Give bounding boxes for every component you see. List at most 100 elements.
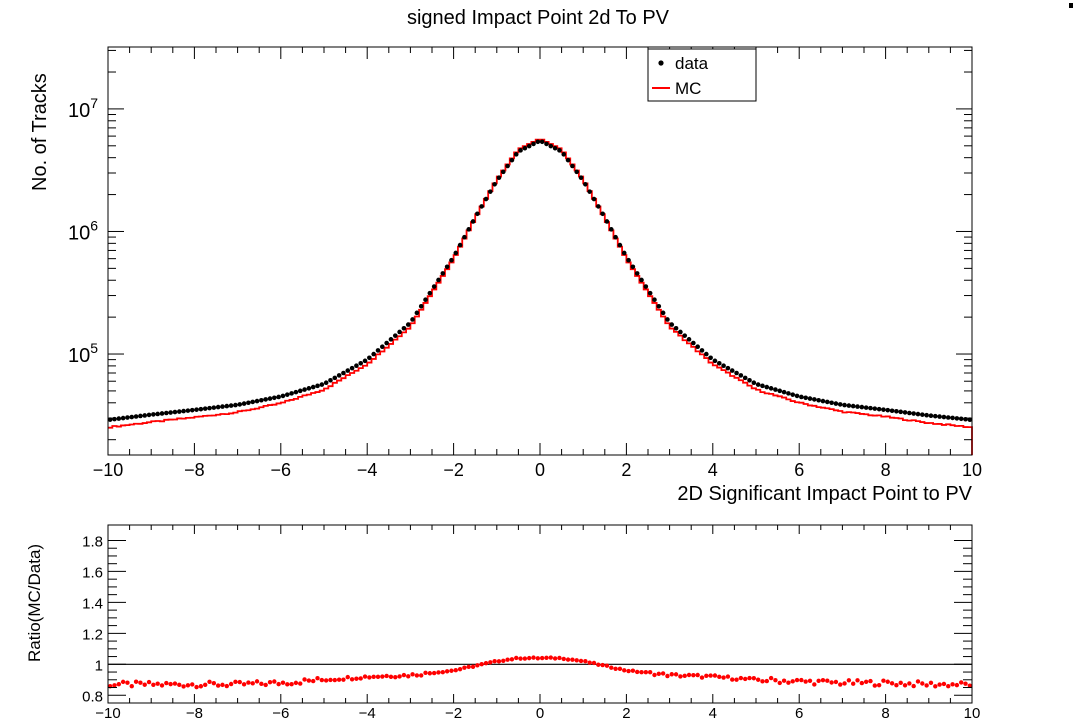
data-point: [755, 382, 761, 387]
ratio-point: [924, 683, 929, 688]
main-frame: [107, 46, 973, 456]
ratio-plot-marks: [107, 655, 973, 690]
ratio-point: [133, 679, 139, 684]
ratio-point: [298, 681, 303, 686]
ratio-x-tick-labels: −10 −8 −6 −4 −2 0 2 4 6 8 10: [95, 705, 980, 720]
ratio-point: [233, 679, 238, 685]
data-point: [768, 386, 774, 391]
data-point: [881, 407, 886, 412]
data-point: [345, 368, 351, 373]
ratio-point: [851, 681, 856, 686]
data-point: [392, 333, 398, 338]
ratio-point: [440, 669, 445, 675]
ratio-point: [820, 678, 826, 683]
ratio-point: [691, 672, 696, 678]
ratio-point: [561, 656, 566, 662]
ratio-point: [155, 681, 160, 686]
ratio-point: [527, 655, 532, 661]
ratio-point: [250, 681, 255, 686]
data-point: [643, 284, 649, 289]
ratio-point: [777, 680, 782, 686]
ratio-point: [354, 676, 359, 681]
data-point: [466, 227, 472, 232]
x-tick-label: −2: [443, 460, 464, 480]
data-point: [276, 394, 281, 400]
ratio-point: [894, 683, 899, 688]
x-tick-label: −8: [184, 460, 205, 480]
data-point: [120, 415, 126, 421]
data-point: [945, 415, 951, 420]
data-point: [816, 397, 821, 403]
data-point: [250, 399, 256, 405]
ratio-point: [587, 660, 592, 665]
ratio-point: [570, 657, 575, 662]
data-point: [453, 250, 459, 256]
ratio-point: [172, 681, 178, 686]
ratio-point: [842, 681, 847, 686]
ratio-point: [444, 669, 450, 674]
data-point: [682, 333, 688, 338]
ratio-y-tick-label: 1.8: [82, 533, 103, 550]
data-point: [172, 409, 178, 415]
ratio-point: [198, 684, 204, 689]
ratio-point: [708, 673, 713, 678]
ratio-point: [466, 664, 471, 670]
data-point: [125, 415, 130, 420]
ratio-point: [431, 670, 437, 676]
ratio-point: [743, 676, 748, 682]
data-point: [738, 373, 744, 378]
ratio-point: [531, 655, 536, 660]
ratio-point: [475, 663, 480, 668]
ratio-point: [423, 670, 428, 675]
data-point: [889, 408, 895, 414]
ratio-point: [876, 682, 882, 688]
ratio-point: [946, 683, 951, 689]
x-tick-label: −6: [271, 460, 292, 480]
data-point: [488, 189, 493, 194]
data-point: [907, 410, 912, 416]
data-point: [168, 410, 173, 415]
ratio-y-tick-label: 1: [95, 657, 103, 674]
data-point: [669, 322, 675, 327]
main-axis-ticks: [107, 47, 973, 455]
data-point: [894, 409, 899, 414]
ratio-point: [846, 678, 852, 683]
ratio-point: [604, 663, 610, 668]
ratio-point: [358, 676, 363, 681]
ratio-x-tick-label: −10: [95, 705, 120, 720]
data-point: [548, 143, 554, 149]
data-point: [837, 402, 843, 407]
ratio-point: [401, 672, 407, 678]
data-point: [699, 348, 705, 353]
ratio-point: [311, 678, 316, 684]
ratio-point: [129, 683, 134, 689]
ratio-y-axis-label: Ratio(MC/Data): [25, 544, 44, 662]
data-point: [872, 406, 878, 411]
data-point: [773, 387, 778, 392]
ratio-point: [146, 679, 152, 685]
x-tick-label: −4: [357, 460, 378, 480]
data-point: [444, 264, 450, 270]
ratio-point: [349, 677, 355, 682]
data-point: [842, 402, 847, 408]
ratio-point: [328, 677, 333, 683]
ratio-x-tick-label: −4: [359, 705, 376, 720]
data-point: [436, 277, 441, 283]
ratio-point: [211, 681, 217, 686]
ratio-point: [747, 675, 752, 681]
data-point: [440, 271, 446, 276]
ratio-point: [833, 679, 839, 685]
data-point: [224, 403, 230, 409]
ratio-point: [889, 681, 895, 686]
data-point: [475, 211, 480, 217]
data-point: [246, 400, 251, 406]
data-point: [181, 408, 186, 414]
data-point: [362, 358, 368, 364]
ratio-point: [578, 658, 584, 664]
ratio-x-tick-label: −6: [272, 705, 289, 720]
data-point: [652, 297, 657, 303]
ratio-point: [220, 682, 225, 688]
data-point: [742, 375, 748, 381]
data-point: [803, 395, 808, 401]
data-point: [725, 365, 731, 371]
